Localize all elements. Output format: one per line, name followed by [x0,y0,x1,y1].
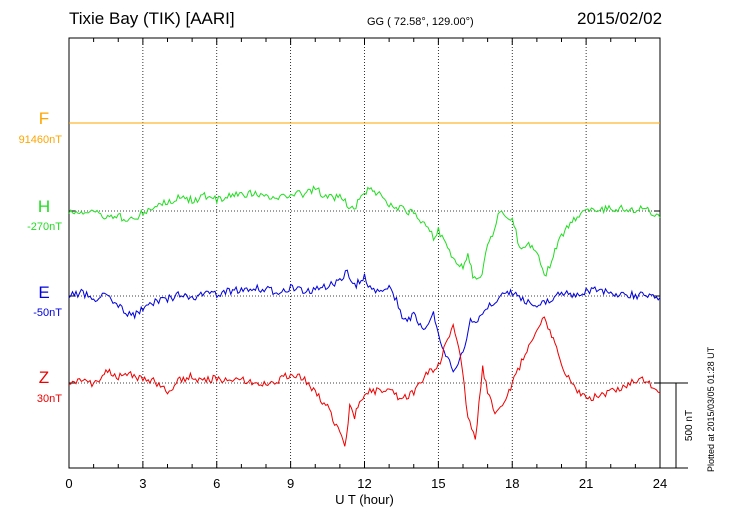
series-baseline-label-H: -270nT [27,221,62,233]
x-tick-label: 0 [65,476,72,491]
x-tick-label: 24 [653,476,667,491]
station-coordinates: GG ( 72.58°, 129.00°) [367,16,474,28]
series-line-H [68,185,661,280]
x-tick-label: 9 [287,476,294,491]
series-baseline-label-Z: 30nT [37,393,62,405]
x-tick-label: 12 [357,476,371,491]
series-name-F: F [39,109,49,128]
plot-frame [68,37,661,469]
series-name-H: H [38,197,50,216]
series-baseline-label-F: 91460nT [19,134,63,146]
series-baseline-label-E: -50nT [33,307,62,319]
series-name-Z: Z [39,368,49,387]
x-tick-label: 18 [505,476,519,491]
series-line-E [68,269,661,373]
series-line-Z [68,316,661,447]
x-tick-label: 21 [579,476,593,491]
x-tick-label: 3 [139,476,146,491]
station-title: Tixie Bay (TIK) [AARI] [69,9,235,28]
x-tick-label: 6 [213,476,220,491]
x-axis-label: U T (hour) [335,492,394,507]
series-name-E: E [38,283,49,302]
x-tick-label: 15 [431,476,445,491]
plotted-timestamp: Plotted at 2015/03/05 01:28 UT [706,346,716,472]
chart-date: 2015/02/02 [577,9,663,28]
scale-bar-label: 500 nT [684,410,695,441]
